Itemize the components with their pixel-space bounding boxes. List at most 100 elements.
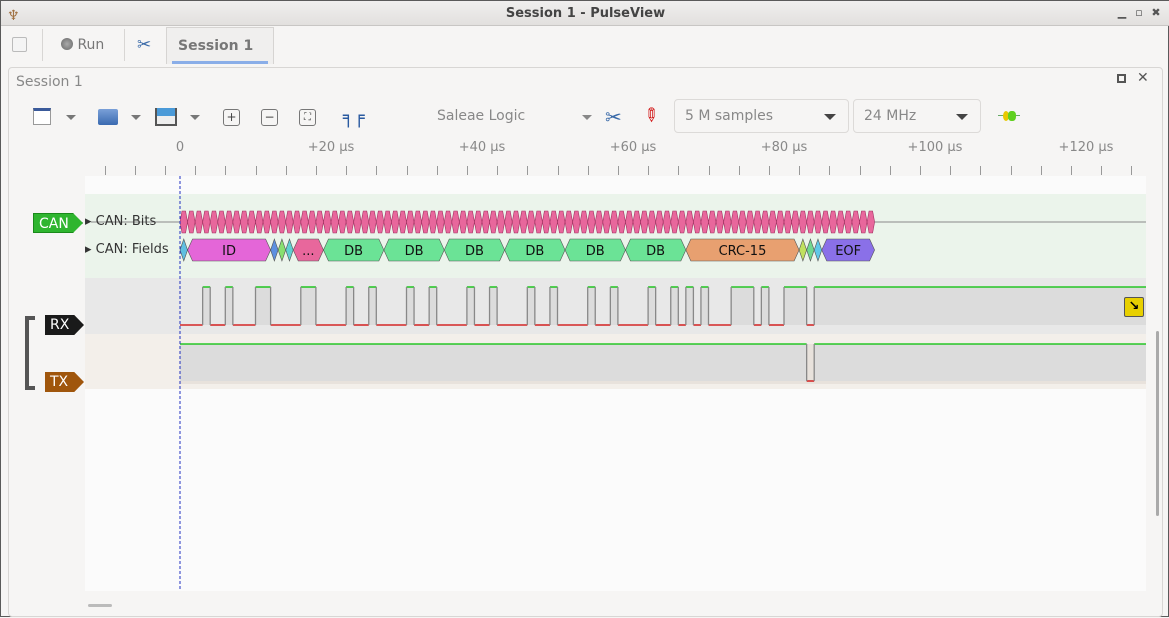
save-icon[interactable] [155,108,177,126]
new-view-icon[interactable] [33,108,51,125]
close-panel-icon[interactable]: ✕ [1137,70,1149,86]
rx-channel-tag[interactable]: RX [45,315,84,335]
ruler-tick [587,166,589,175]
title-bar: ♆ Session 1 - PulseView ▁ ▫ ✖ [1,1,1169,26]
device-config-icon[interactable]: ✂ [605,105,622,129]
ruler-tick [1010,166,1012,175]
can-field-label: CRC-15 [719,244,767,259]
rx-high-fill [587,287,596,325]
rx-high-fill [429,287,437,325]
can-field-label: DB [344,244,363,259]
ruler-label: +60 µs [609,140,657,155]
tab-session-1[interactable]: Session 1 ✕ [166,27,274,91]
can-bit-annotation [451,210,460,234]
can-bit-annotation [209,210,219,234]
zoom-in-icon[interactable]: + [223,109,240,126]
can-bit-annotation [345,210,354,234]
samplerate-select[interactable]: 24 MHz [853,99,981,133]
can-bit-annotation [232,210,241,234]
decoder-icon[interactable] [998,111,1020,121]
device-selector[interactable]: Saleae Logic [437,108,526,124]
can-bit-annotation [745,210,755,234]
can-bit-annotation [768,210,777,234]
ruler-tick [1040,166,1042,175]
can-bit-annotation [443,210,453,234]
ruler-tick [738,166,740,175]
can-bit-annotation [655,210,664,234]
can-bit-annotation [277,210,287,234]
can-bit-annotation [489,210,498,234]
new-session-button[interactable] [12,37,27,52]
ruler-tick [980,166,982,175]
can-bit-annotation [572,210,581,234]
zoom-fit-icon[interactable]: ⛶ [299,109,316,126]
zoom-out-icon[interactable]: − [261,109,278,126]
cursors-icon[interactable]: ╕╒ [343,107,365,128]
rx-high-fill [761,287,769,325]
can-bit-annotation [496,210,505,234]
can-bit-annotation [194,210,203,234]
can-bit-annotation [383,210,392,234]
can-bit-annotation [481,210,490,234]
time-ruler[interactable]: 0 +20 µs +40 µs +60 µs +80 µs +100 µs +120 µs [1,136,1169,176]
can-bit-annotation [217,210,226,234]
can-bit-annotation [625,210,634,234]
maximize-button[interactable]: ▫ [1135,6,1143,19]
can-bit-annotation [700,210,709,234]
save-dropdown[interactable] [190,115,200,120]
can-bit-annotation [738,210,747,234]
can-bit-annotation [285,210,294,234]
device-dropdown-caret[interactable] [582,115,592,120]
settings-icon[interactable]: ✂ [137,35,152,55]
open-dropdown[interactable] [131,115,141,120]
horizontal-scrollbar[interactable] [88,604,112,607]
run-button[interactable]: Run [61,27,104,64]
can-bit-annotation [413,210,422,234]
can-bit-annotation [179,210,188,234]
can-bit-annotation [783,210,792,234]
can-bit-annotation [685,210,694,234]
tx-channel-tag[interactable]: TX [45,372,84,392]
rx-high-fill [648,287,656,325]
can-bits-row-label[interactable]: ▸ CAN: Bits [85,214,157,229]
ruler-tick [919,166,921,175]
ruler-label: +80 µs [760,140,808,155]
can-bit-annotation [459,210,468,234]
rx-high-fill [255,287,271,325]
new-view-dropdown[interactable] [66,115,76,120]
can-bit-annotation [224,210,234,234]
can-bit-annotation [564,210,573,234]
rx-high-fill [814,287,1146,325]
falling-edge-trigger-icon[interactable]: ↘ [1124,297,1144,317]
rx-high-fill [346,287,354,325]
can-field-annotation [821,238,875,262]
can-bit-annotation [617,210,626,234]
close-window-button[interactable]: ✖ [1151,6,1161,19]
can-bit-annotation [436,210,445,234]
can-bit-annotation [330,210,339,234]
rx-high-fill [406,287,415,325]
ruler-tick [466,166,468,175]
ruler-label: 0 [175,140,185,155]
can-bit-annotation [292,210,302,234]
can-bit-annotation [708,210,717,234]
sample-count-select[interactable]: 5 M samples [674,99,849,133]
can-field-label: DB [646,244,665,259]
can-bit-annotation [338,210,347,234]
can-fields-row-label[interactable]: ▸ CAN: Fields [85,242,169,257]
can-bit-annotation [262,210,271,234]
can-bit-annotation [647,210,656,234]
can-bit-annotation [813,210,823,234]
float-panel-icon[interactable] [1117,74,1126,83]
vertical-scrollbar[interactable] [1156,331,1159,516]
can-decoder-tag[interactable]: CAN [33,213,83,233]
can-field-label: ... [302,244,314,259]
rx-high-fill [610,287,618,325]
open-icon[interactable] [98,109,118,125]
minimize-button[interactable]: ▁ [1117,6,1127,19]
ruler-tick [164,166,166,175]
can-bit-annotation [587,210,596,234]
can-bit-annotation [859,210,868,234]
ruler-tick [527,166,529,175]
rx-high-fill [549,287,558,325]
